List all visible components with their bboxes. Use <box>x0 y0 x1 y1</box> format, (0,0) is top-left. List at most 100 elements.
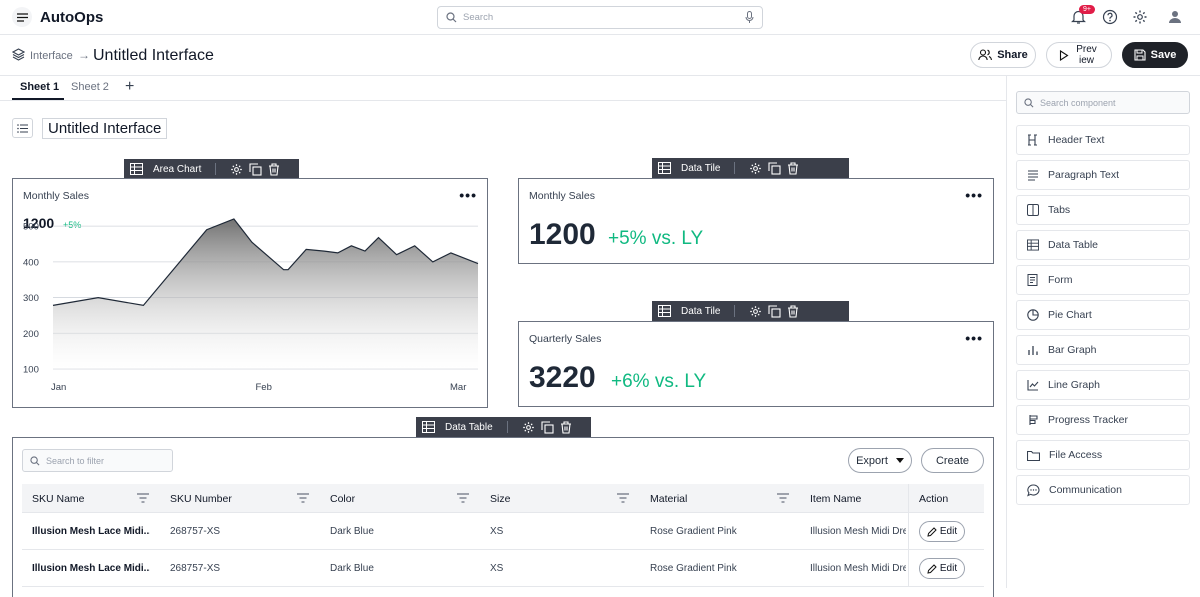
component-data-table[interactable]: Data Table <box>1016 230 1190 260</box>
progress-icon <box>1029 415 1038 425</box>
component-header-text[interactable]: Header Text <box>1016 125 1190 155</box>
area-chart-card[interactable]: Monthly Sales ••• 1200 +5% 100 200 300 400 5… <box>12 178 488 408</box>
heading-icon <box>1028 134 1037 146</box>
component-search-input[interactable]: Search component <box>1016 91 1190 114</box>
outline-button[interactable] <box>12 118 33 138</box>
arrow-right-icon: → <box>78 48 90 62</box>
tab-sheet-2[interactable]: Sheet 2 <box>71 81 109 93</box>
widget-label-data-tile-1[interactable]: Data Tile <box>652 158 849 178</box>
tabs-icon <box>1027 204 1039 216</box>
user-avatar-icon[interactable] <box>1168 9 1182 25</box>
search-icon <box>30 455 40 465</box>
global-search-input[interactable]: Search <box>437 6 763 29</box>
preview-button[interactable]: Prev iew <box>1046 42 1112 68</box>
chart-delta: +5% <box>63 220 82 230</box>
settings-icon[interactable] <box>749 305 762 318</box>
cell-material: Rose Gradient Pink <box>650 563 737 574</box>
table-icon <box>658 162 671 174</box>
widget-type-label: Data Table <box>445 421 493 433</box>
component-search-placeholder: Search component <box>1040 97 1116 108</box>
more-options-icon[interactable]: ••• <box>965 187 983 203</box>
breadcrumb-parent[interactable]: Interface <box>30 50 73 62</box>
cell-sku-name: Illusion Mesh Lace Midi... <box>32 563 150 574</box>
pie-chart-icon <box>1027 309 1039 321</box>
edit-button[interactable]: Edit <box>919 558 965 579</box>
export-button[interactable]: Export <box>848 448 912 473</box>
column-header-color[interactable]: Color <box>330 493 356 505</box>
search-icon <box>1024 97 1034 107</box>
trash-icon[interactable] <box>787 304 799 318</box>
component-line-graph[interactable]: Line Graph <box>1016 370 1190 400</box>
table-icon <box>422 421 435 433</box>
create-button[interactable]: Create <box>921 448 984 473</box>
data-tile-monthly-sales[interactable]: Monthly Sales ••• 1200 +5% vs. LY <box>518 178 994 264</box>
component-label: Header Text <box>1048 134 1105 146</box>
cell-size: XS <box>490 563 504 574</box>
share-button[interactable]: Share <box>970 42 1036 68</box>
search-placeholder: Search <box>463 12 494 23</box>
component-tabs[interactable]: Tabs <box>1016 195 1190 225</box>
tile-value: 1200 <box>529 218 596 251</box>
component-bar-graph[interactable]: Bar Graph <box>1016 335 1190 365</box>
area-chart-plot: 100 200 300 400 500 Jan Feb Mar <box>23 218 479 393</box>
component-form[interactable]: Form <box>1016 265 1190 295</box>
microphone-icon[interactable] <box>745 11 754 24</box>
active-tab-indicator <box>12 98 64 100</box>
settings-icon[interactable] <box>1132 9 1148 25</box>
column-header-item-name[interactable]: Item Name <box>810 493 862 505</box>
column-header-size[interactable]: Size <box>490 493 511 505</box>
component-pie-chart[interactable]: Pie Chart <box>1016 300 1190 330</box>
copy-icon[interactable] <box>768 304 782 318</box>
edit-button[interactable]: Edit <box>919 521 965 542</box>
widget-label-area-chart[interactable]: Area Chart <box>124 159 299 179</box>
component-file-access[interactable]: File Access <box>1016 440 1190 470</box>
list-icon <box>17 123 28 133</box>
table-filter-input[interactable]: Search to filter <box>22 449 173 472</box>
table-icon <box>1027 239 1039 251</box>
column-divider <box>908 484 909 512</box>
column-header-sku-name[interactable]: SKU Name <box>32 493 85 505</box>
menu-button[interactable] <box>12 7 32 27</box>
copy-icon[interactable] <box>541 420 554 434</box>
widget-type-label: Data Tile <box>681 305 721 317</box>
filter-icon[interactable] <box>137 493 149 503</box>
filter-icon[interactable] <box>297 493 309 503</box>
column-header-sku-number[interactable]: SKU Number <box>170 493 232 505</box>
filter-icon[interactable] <box>617 493 629 503</box>
settings-icon[interactable] <box>230 163 243 176</box>
table-icon <box>130 163 143 175</box>
trash-icon[interactable] <box>560 420 572 434</box>
widget-label-data-tile-2[interactable]: Data Tile <box>652 301 849 321</box>
component-paragraph-text[interactable]: Paragraph Text <box>1016 160 1190 190</box>
filter-icon[interactable] <box>777 493 789 503</box>
cell-material: Rose Gradient Pink <box>650 526 737 537</box>
x-tick-label: Feb <box>256 382 272 393</box>
data-tile-quarterly-sales[interactable]: Quarterly Sales ••• 3220 +6% vs. LY <box>518 321 994 407</box>
copy-icon[interactable] <box>249 162 262 176</box>
x-tick-label: Mar <box>450 382 466 393</box>
settings-icon[interactable] <box>522 421 535 434</box>
tab-sheet-1[interactable]: Sheet 1 <box>20 81 60 93</box>
component-label: Communication <box>1049 484 1122 496</box>
settings-icon[interactable] <box>749 162 762 175</box>
component-label: Paragraph Text <box>1048 169 1120 181</box>
component-progress-tracker[interactable]: Progress Tracker <box>1016 405 1190 435</box>
component-label: Line Graph <box>1048 379 1100 391</box>
save-button[interactable]: Save <box>1122 42 1188 68</box>
column-header-material[interactable]: Material <box>650 493 688 505</box>
widget-label-data-table[interactable]: Data Table <box>416 417 591 437</box>
trash-icon[interactable] <box>787 161 799 175</box>
interface-title-input[interactable]: Untitled Interface <box>42 118 168 139</box>
table-row: Illusion Mesh Lace Midi... 268757-XS Dar… <box>22 513 984 550</box>
cell-color: Dark Blue <box>330 526 374 537</box>
copy-icon[interactable] <box>768 161 782 175</box>
trash-icon[interactable] <box>268 162 280 176</box>
filter-icon[interactable] <box>457 493 469 503</box>
add-sheet-icon[interactable]: + <box>125 78 135 95</box>
component-communication[interactable]: Communication <box>1016 475 1190 505</box>
form-icon <box>1027 274 1038 286</box>
help-icon[interactable] <box>1102 9 1118 25</box>
more-options-icon[interactable]: ••• <box>459 187 477 203</box>
pencil-icon <box>927 563 937 574</box>
more-options-icon[interactable]: ••• <box>965 330 983 346</box>
